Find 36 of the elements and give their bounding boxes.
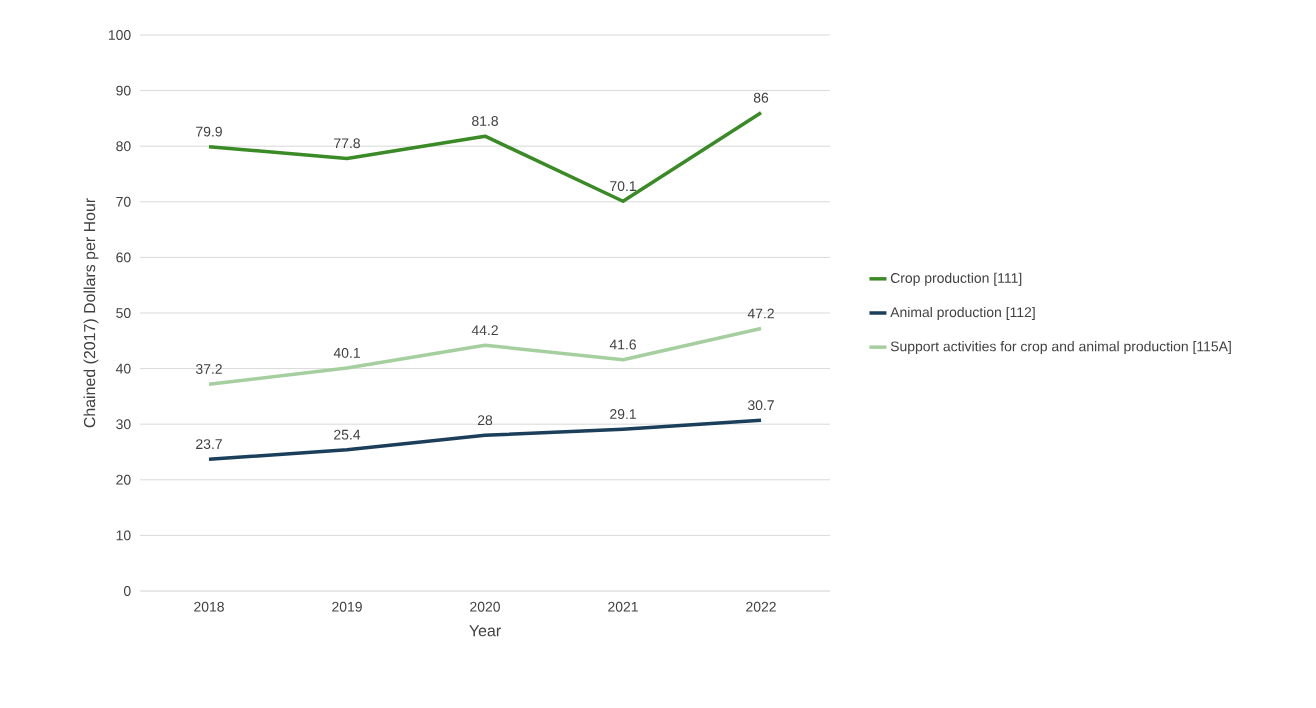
y-tick-label: 80: [116, 141, 131, 152]
y-tick-label: 60: [116, 252, 131, 263]
y-tick-label: 10: [116, 530, 131, 541]
y-tick-label: 0: [123, 586, 131, 596]
data-label: 30.7: [747, 400, 774, 411]
y-axis-title: Chained (2017) Dollars per Hour: [83, 198, 99, 428]
data-label: 28: [477, 415, 493, 426]
y-tick-label: 100: [108, 30, 131, 40]
data-label: 40.1: [333, 347, 360, 358]
data-label: 23.7: [196, 439, 222, 450]
data-label: 47.2: [747, 308, 774, 319]
x-tick-label: 2021: [608, 601, 638, 612]
x-tick-label: 2022: [746, 601, 776, 612]
data-label: 41.6: [609, 339, 636, 350]
y-tick-label: 90: [116, 85, 131, 96]
data-label: 86: [753, 92, 769, 103]
y-tick-label: 20: [116, 474, 131, 485]
data-label: 81.8: [472, 116, 498, 126]
x-tick-label: 2020: [470, 601, 500, 612]
data-label: 25.4: [334, 429, 361, 440]
legend-label: Crop production [111]: [890, 272, 1022, 286]
data-label: 37.2: [195, 364, 222, 374]
y-tick-label: 70: [116, 196, 131, 207]
data-label: 79.9: [196, 126, 222, 137]
y-tick-label: 30: [116, 419, 131, 430]
legend-label: Animal production [112]: [890, 306, 1035, 320]
data-label: 77.8: [334, 138, 360, 149]
data-label: 29.1: [610, 409, 636, 420]
x-tick-label: 2019: [332, 601, 362, 612]
x-tick-label: 2018: [194, 601, 224, 612]
x-axis-title: Year: [469, 625, 501, 637]
data-label: 44.2: [471, 325, 498, 336]
y-tick-label: 40: [115, 363, 131, 374]
y-tick-label: 50: [116, 308, 131, 318]
data-label: 70.1: [610, 181, 636, 192]
legend-label: Support activities for crop and animal production [115A]: [890, 341, 1231, 355]
